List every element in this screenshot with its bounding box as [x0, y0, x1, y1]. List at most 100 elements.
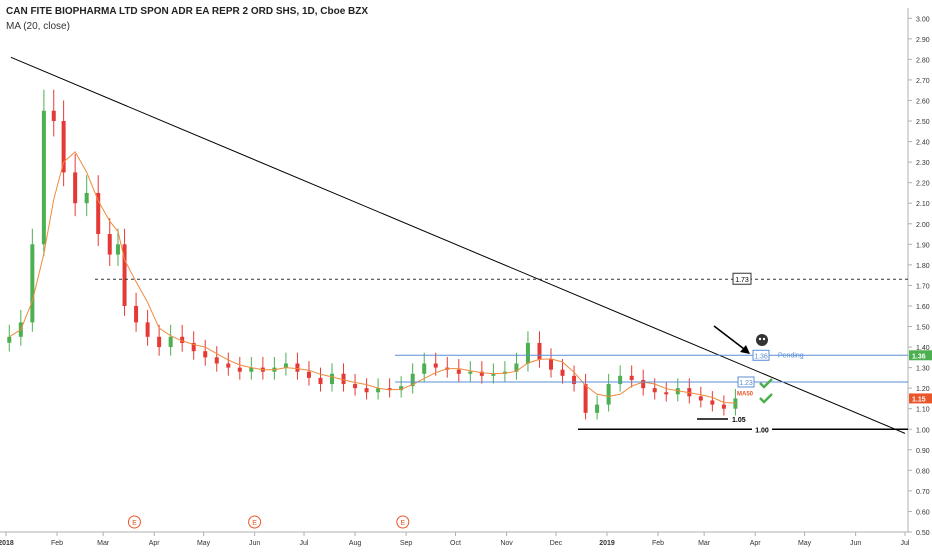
candle-body [295, 363, 300, 372]
candle-body [364, 388, 369, 393]
chart-legend: CAN FITE BIOPHARMA LTD SPON ADR EA REPR … [6, 4, 368, 34]
candle-body [180, 336, 185, 343]
price-tick-label: 1.30 [916, 366, 930, 373]
price-tick-label: 1.50 [916, 325, 930, 332]
candle-body [525, 342, 530, 364]
candle-body [353, 384, 358, 389]
candle-body [122, 244, 127, 306]
candle-body [96, 192, 101, 235]
price-tick-label: 2.80 [916, 57, 930, 64]
time-tick-label: Aug [349, 540, 362, 547]
candle-body [652, 388, 657, 393]
price-tick-label: 1.70 [916, 283, 930, 290]
time-tick-label: Apr [750, 540, 762, 547]
price-tick-label: 2.00 [916, 222, 930, 229]
candle-body [107, 234, 112, 255]
time-tick-label: Sep [400, 540, 413, 547]
cat-icon [756, 334, 768, 346]
price-tick-label: 1.90 [916, 242, 930, 249]
candle-body [548, 359, 553, 370]
candle-body [422, 363, 427, 374]
price-tick-label: 1.00 [916, 427, 930, 434]
earnings-marker-label: E [132, 520, 137, 527]
level-136-box [752, 349, 770, 361]
earnings-marker-label: E [252, 520, 257, 527]
price-tick-label: 1.20 [916, 386, 930, 393]
price-label-box [909, 393, 932, 404]
price-tick-label: 0.80 [916, 468, 930, 475]
time-tick-label: 2018 [0, 540, 14, 547]
price-label: 1.15 [912, 396, 926, 403]
price-tick-label: 0.70 [916, 489, 930, 496]
price-tick-label: 2.90 [916, 37, 930, 44]
candle-body [595, 404, 600, 413]
candle-body [698, 396, 703, 401]
candle-body [203, 351, 208, 358]
support-label-bg [752, 424, 772, 435]
time-tick-label: May [197, 540, 211, 547]
price-tick-label: 2.50 [916, 119, 930, 126]
candle-body [330, 373, 335, 385]
candle-body [629, 375, 634, 380]
candle-body [145, 322, 150, 337]
candle-body [283, 363, 288, 368]
candle-body [73, 172, 78, 204]
candle-body [606, 384, 611, 405]
earnings-marker-icon [127, 515, 141, 529]
candle-body [249, 367, 254, 372]
resistance-label: 1.73 [735, 277, 749, 284]
candle-body [306, 371, 311, 378]
time-tick-label: Dec [550, 540, 563, 547]
candle-body [41, 110, 46, 245]
candle-body [399, 386, 404, 391]
candle-body [51, 110, 56, 122]
time-tick-label: Oct [450, 540, 461, 547]
cat-eye-icon [758, 337, 762, 341]
time-tick-label: Mar [698, 540, 711, 547]
candle-body [7, 336, 12, 343]
candle-body [341, 373, 346, 385]
time-tick-label: Jul [901, 540, 910, 547]
price-tick-label: 2.40 [916, 140, 930, 147]
arrow-icon [713, 325, 749, 353]
candle-body [168, 336, 173, 348]
level-123-label: 1.23 [739, 380, 753, 387]
candle-body [618, 375, 623, 385]
candle-body [537, 342, 542, 360]
time-tick-label: Jul [300, 540, 309, 547]
candle-body [572, 375, 577, 385]
time-tick-label: Feb [51, 540, 63, 547]
candle-body [664, 392, 669, 395]
candle-body [115, 244, 120, 255]
price-tick-label: 2.20 [916, 181, 930, 188]
price-tick-label: 0.60 [916, 509, 930, 516]
candle-body [560, 369, 565, 376]
earnings-marker-icon [248, 515, 262, 529]
candle-series [7, 89, 738, 420]
time-axis: 2018 Feb Mar Apr May Jun Jul Aug Sep Oct Nov Dec 201… [0, 531, 910, 547]
price-tick-label: 2.10 [916, 201, 930, 208]
earnings-marker-label: E [400, 520, 405, 527]
candle-body [687, 388, 692, 397]
price-tick-label: 2.30 [916, 160, 930, 167]
symbol-title: CAN FITE BIOPHARMA LTD SPON ADR EA REPR … [6, 6, 369, 17]
support-label: 1.00 [755, 427, 769, 434]
candle-body [514, 363, 519, 372]
checkmark-icon [759, 393, 773, 404]
price-tick-label: 3.00 [916, 16, 930, 23]
low-label: 1.05 [732, 417, 746, 424]
candle-body [84, 192, 89, 204]
ma20-line [9, 151, 736, 404]
time-tick-label: Jun [850, 540, 861, 547]
candle-body [237, 367, 242, 372]
candle-body [134, 305, 139, 323]
checkmark-icon [759, 378, 773, 389]
candle-body [641, 379, 646, 389]
trendline [10, 56, 906, 434]
candle-body [226, 363, 231, 368]
candle-body [376, 388, 381, 393]
price-tick-label: 0.50 [916, 530, 930, 537]
